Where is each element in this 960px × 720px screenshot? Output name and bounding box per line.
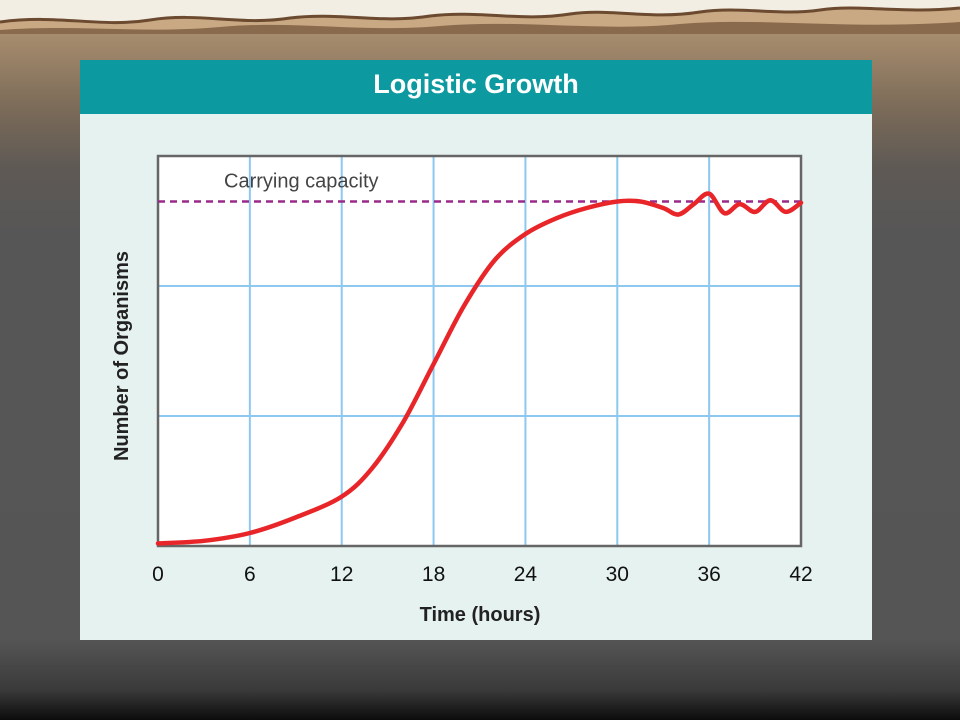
x-tick-label: 12 xyxy=(330,563,353,586)
chart-title-bar: Logistic Growth xyxy=(80,60,872,114)
chart-title: Logistic Growth xyxy=(373,69,579,99)
x-tick-label: 18 xyxy=(422,563,445,586)
y-axis-label: Number of Organisms xyxy=(111,251,133,461)
x-axis-label: Time (hours) xyxy=(420,604,541,626)
x-tick-label: 36 xyxy=(697,563,720,586)
x-tick-label: 24 xyxy=(514,563,538,586)
gridlines xyxy=(158,156,801,546)
decorative-top-strip xyxy=(0,0,960,34)
growth-curve xyxy=(155,191,804,546)
x-tick-label: 0 xyxy=(152,563,164,586)
plot-area xyxy=(158,156,801,546)
x-tick-label: 42 xyxy=(789,563,812,586)
x-tick-label: 6 xyxy=(244,563,256,586)
x-tick-labels: 0 6 12 18 24 30 36 42 xyxy=(152,563,813,586)
annotations: Carrying capacity xyxy=(158,171,801,203)
chart-panel: Logistic Growth Carrying capacity 0 6 12 18… xyxy=(80,60,872,640)
carrying-capacity-label: Carrying capacity xyxy=(224,171,379,193)
plot-frame xyxy=(156,154,803,548)
x-tick-label: 30 xyxy=(606,563,629,586)
series-layer xyxy=(155,191,804,546)
chart-plot: Carrying capacity 0 6 12 18 24 30 36 42 Time (h… xyxy=(111,154,813,626)
